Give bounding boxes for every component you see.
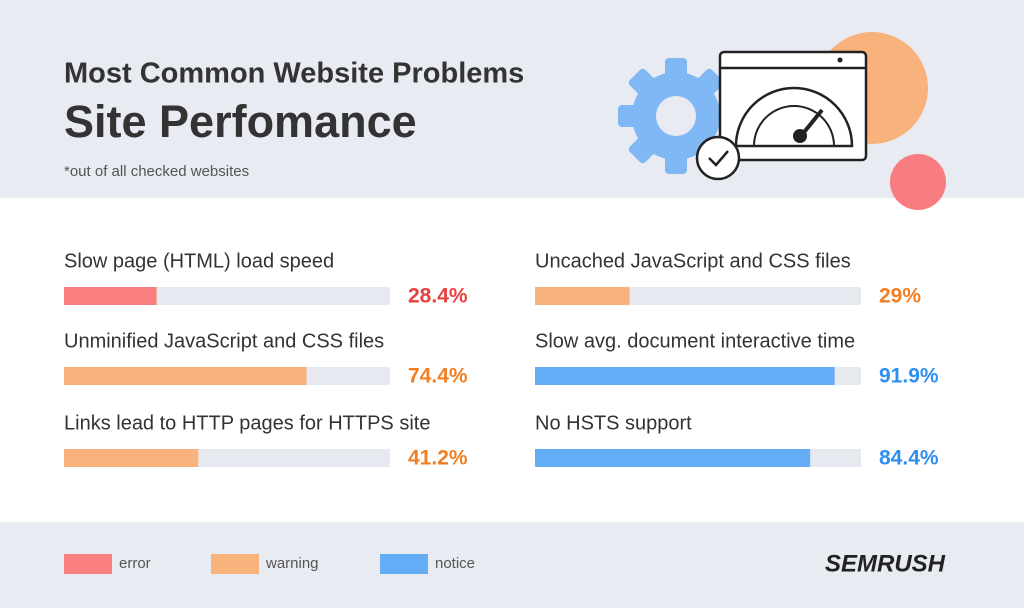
subtitle: Site Perfomance [64,96,417,147]
value-label: 84.4% [879,447,939,470]
legend-label: error [119,555,151,572]
legend-label: notice [435,555,475,572]
item-label: No HSTS support [535,412,692,434]
value-label: 91.9% [879,365,939,388]
value-label: 41.2% [408,447,468,470]
body-band [0,198,1024,522]
legend-swatch [380,554,428,574]
value-label: 29% [879,285,921,308]
item-label: Slow avg. document interactive time [535,330,855,352]
item-label: Uncached JavaScript and CSS files [535,250,851,272]
bar [64,449,199,467]
legend-swatch [211,554,259,574]
legend-swatch [64,554,112,574]
value-label: 28.4% [408,285,468,308]
item-label: Slow page (HTML) load speed [64,250,334,272]
item-label: Unminified JavaScript and CSS files [64,330,384,352]
bar [535,287,630,305]
value-label: 74.4% [408,365,468,388]
illustration [618,32,946,210]
item-label: Links lead to HTTP pages for HTTPS site [64,412,430,434]
bar [535,449,811,467]
note: *out of all checked websites [64,163,249,180]
bar [64,287,157,305]
brand: SEMRUSH [825,550,946,577]
title: Most Common Website Problems [64,58,524,90]
footer-band [0,522,1024,608]
legend-label: warning [265,555,319,572]
bar [535,367,835,385]
bar [64,367,307,385]
